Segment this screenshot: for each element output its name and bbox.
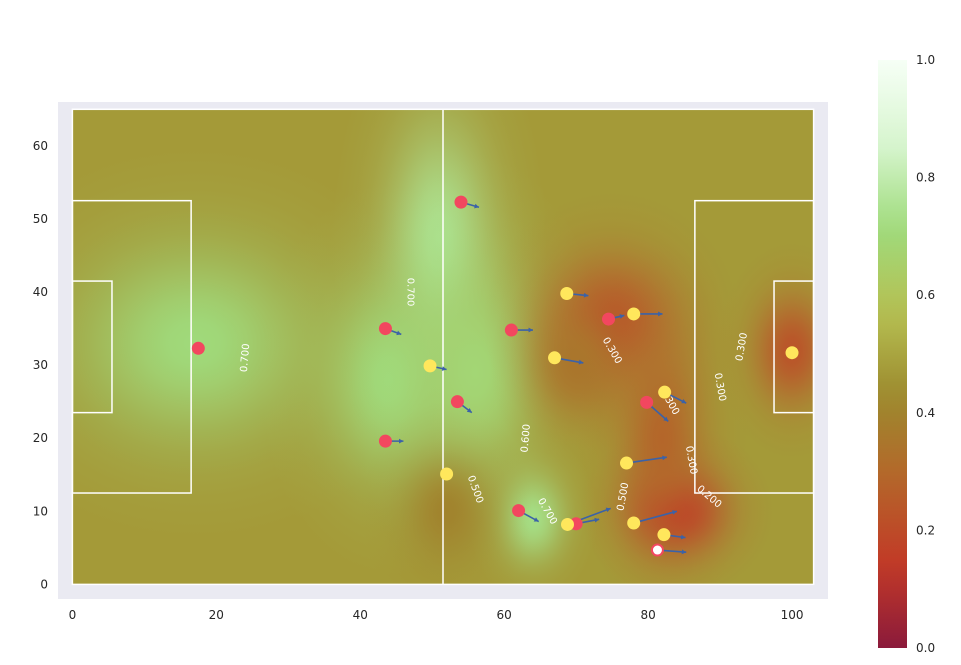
x-tick-label: 20	[209, 608, 224, 622]
arrow-head	[528, 327, 533, 333]
y-tick-label: 10	[33, 504, 48, 518]
red-player-point	[191, 341, 205, 355]
y-tick-label: 40	[33, 285, 48, 299]
x-tick-label: 80	[640, 608, 655, 622]
players	[191, 195, 799, 557]
yellow-player-point	[423, 359, 437, 373]
yellow-player-point	[658, 385, 672, 399]
arrow-head	[578, 359, 584, 365]
y-tick-label: 50	[33, 212, 48, 226]
arrow-head	[681, 398, 687, 404]
red-player-point	[378, 434, 392, 448]
surface-field	[72, 109, 814, 585]
pitch-control-surface	[72, 109, 814, 585]
velocity-arrow	[633, 510, 678, 524]
arrow-head	[583, 292, 589, 298]
contour-label: 0.700	[239, 343, 252, 372]
pitch-markings	[71, 108, 815, 586]
colorbar-gradient	[878, 60, 907, 648]
ball-point	[650, 543, 664, 557]
yellow-player-point	[657, 528, 671, 542]
y-tick-label: 30	[33, 358, 48, 372]
red-player-point	[454, 195, 468, 209]
arrow-head	[533, 517, 539, 522]
arrow-head	[663, 416, 669, 422]
yellow-player-point	[620, 456, 634, 470]
x-tick-label: 100	[781, 608, 804, 622]
red-player-point	[378, 322, 392, 336]
x-tick-label: 0	[69, 608, 77, 622]
left-goal-area	[71, 280, 113, 414]
velocity-arrow	[626, 456, 667, 464]
colorbar-tick-label: 0.2	[916, 523, 935, 537]
colorbar-tick-label: 0.6	[916, 288, 935, 302]
x-tick-label: 40	[353, 608, 368, 622]
red-player-point	[450, 395, 464, 409]
contour-label: 0.500	[615, 482, 631, 512]
arrow-head	[396, 330, 402, 336]
yellow-player-point	[548, 351, 562, 365]
contour-label: 0.300	[712, 372, 728, 402]
arrow-head	[619, 314, 625, 319]
y-tick-label: 0	[40, 577, 48, 591]
red-player-point	[512, 504, 526, 518]
colorbar-tick-label: 0.0	[916, 641, 935, 655]
y-tick-label: 20	[33, 431, 48, 445]
colorbar-tick-label: 0.8	[916, 171, 935, 185]
colorbar-tick-label: 1.0	[916, 53, 935, 67]
red-player-point	[602, 312, 616, 326]
arrow-head	[466, 408, 472, 413]
surface-bump	[716, 240, 814, 461]
yellow-player-point	[785, 346, 799, 360]
yellow-player-point	[440, 467, 454, 481]
yellow-player-point	[627, 307, 641, 321]
arrow-head	[672, 510, 677, 515]
contour-label: 0.700	[405, 278, 416, 307]
red-player-point	[504, 323, 518, 337]
arrow-head	[399, 438, 404, 444]
yellow-player-point	[627, 516, 641, 530]
arrow-head	[662, 455, 667, 461]
arrow-head	[680, 534, 686, 540]
arrow-head	[605, 507, 611, 513]
contour-label: 0.300	[734, 332, 750, 362]
surface-bump	[576, 240, 749, 585]
contour-label: 0.600	[520, 424, 533, 453]
colorbar: 0.0 0.2 0.4 0.6 0.8 1.0	[878, 53, 935, 655]
x-tick-label: 60	[497, 608, 512, 622]
contour-label: 0.300	[683, 445, 699, 475]
colorbar-tick-label: 0.4	[916, 406, 935, 420]
x-axis-ticks: 0 20 40 60 80 100	[69, 608, 804, 622]
yellow-player-point	[560, 286, 574, 300]
yellow-player-point	[560, 517, 574, 531]
y-axis-ticks: 0 10 20 30 40 50 60	[33, 139, 48, 592]
right-goal-area	[773, 280, 815, 414]
surface-bump	[360, 401, 533, 585]
arrow-head	[681, 549, 687, 555]
arrow-head	[441, 366, 447, 371]
arrow-head	[474, 203, 479, 209]
arrow-head	[658, 311, 663, 317]
red-player-point	[640, 395, 654, 409]
arrow-head	[594, 517, 600, 523]
y-tick-label: 60	[33, 139, 48, 153]
